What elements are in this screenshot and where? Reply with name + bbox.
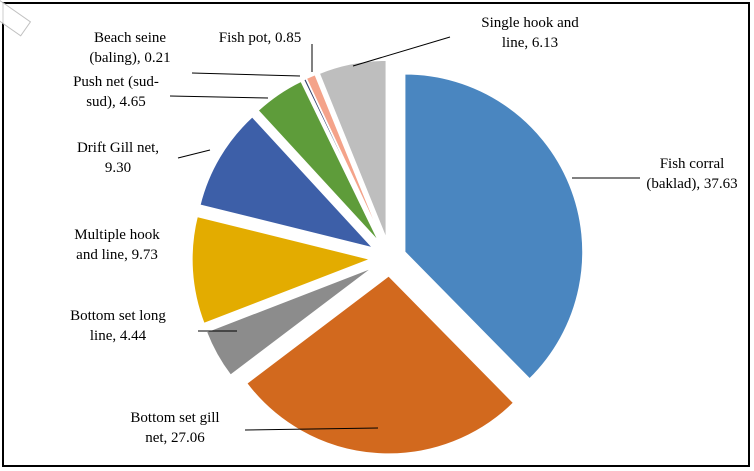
slice-label: Fish corral (baklad), 37.63: [646, 156, 737, 192]
pie-slice-bottom-set-long-line: [205, 267, 373, 376]
leader-line: [169, 95, 269, 99]
pie-slice-fish-pot: [305, 73, 383, 240]
slice-label: Drift Gill net, 9.30: [77, 140, 159, 176]
leader-line: [352, 36, 451, 67]
slice-label: Beach seine (baling), 0.21: [89, 30, 170, 66]
pie-slice-single-hook-and-line: [318, 59, 387, 239]
slice-label: Multiple hook and line, 9.73: [74, 227, 160, 263]
leader-line: [244, 427, 379, 431]
slice-label: Fish pot, 0.85: [219, 30, 302, 46]
pie-slice-drift-gill-net: [199, 115, 375, 249]
pie-slice-beach-seine-baling: [302, 77, 382, 241]
pie-slice-multiple-hook-and-line: [191, 215, 373, 325]
slice-label: Single hook and line, 6.13: [481, 15, 579, 51]
pie-slice-push-net-sud-sud: [257, 80, 380, 242]
pie-slice-bottom-set-gill-net: [245, 275, 515, 455]
slice-label: Push net (sud-sud), 4.65: [73, 74, 159, 110]
leader-line: [191, 72, 301, 77]
slice-label: Bottom set long line, 4.44: [70, 308, 166, 344]
leader-line: [177, 149, 211, 159]
slice-label: Bottom set gill net, 27.06: [130, 410, 219, 446]
pie-slice-fish-corral-baklad: [404, 73, 584, 380]
